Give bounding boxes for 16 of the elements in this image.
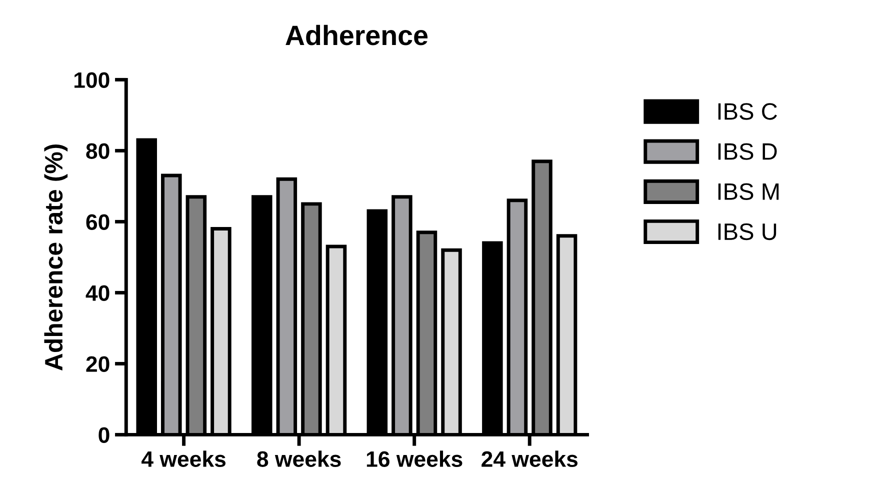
x-tick-label: 24 weeks bbox=[482, 450, 578, 467]
y-tick-label: 20 bbox=[86, 356, 110, 372]
y-tick-label: 80 bbox=[86, 143, 110, 159]
y-axis-title: Adherence rate (%) bbox=[44, 144, 68, 370]
x-tick-label: 16 weeks bbox=[366, 450, 462, 467]
x-tick-label: 8 weeks bbox=[257, 450, 341, 467]
y-tick-label: 40 bbox=[86, 285, 110, 301]
legend-label: IBS U bbox=[718, 223, 776, 240]
y-tick-label: 100 bbox=[74, 72, 110, 88]
legend-label: IBS M bbox=[718, 183, 779, 200]
y-tick-label: 60 bbox=[86, 214, 110, 230]
x-tick-label: 4 weeks bbox=[142, 450, 226, 467]
legend-label: IBS D bbox=[718, 143, 777, 160]
chart-title: Adherence bbox=[286, 24, 428, 46]
y-tick-label: 0 bbox=[98, 427, 110, 443]
legend-label: IBS C bbox=[718, 103, 777, 120]
